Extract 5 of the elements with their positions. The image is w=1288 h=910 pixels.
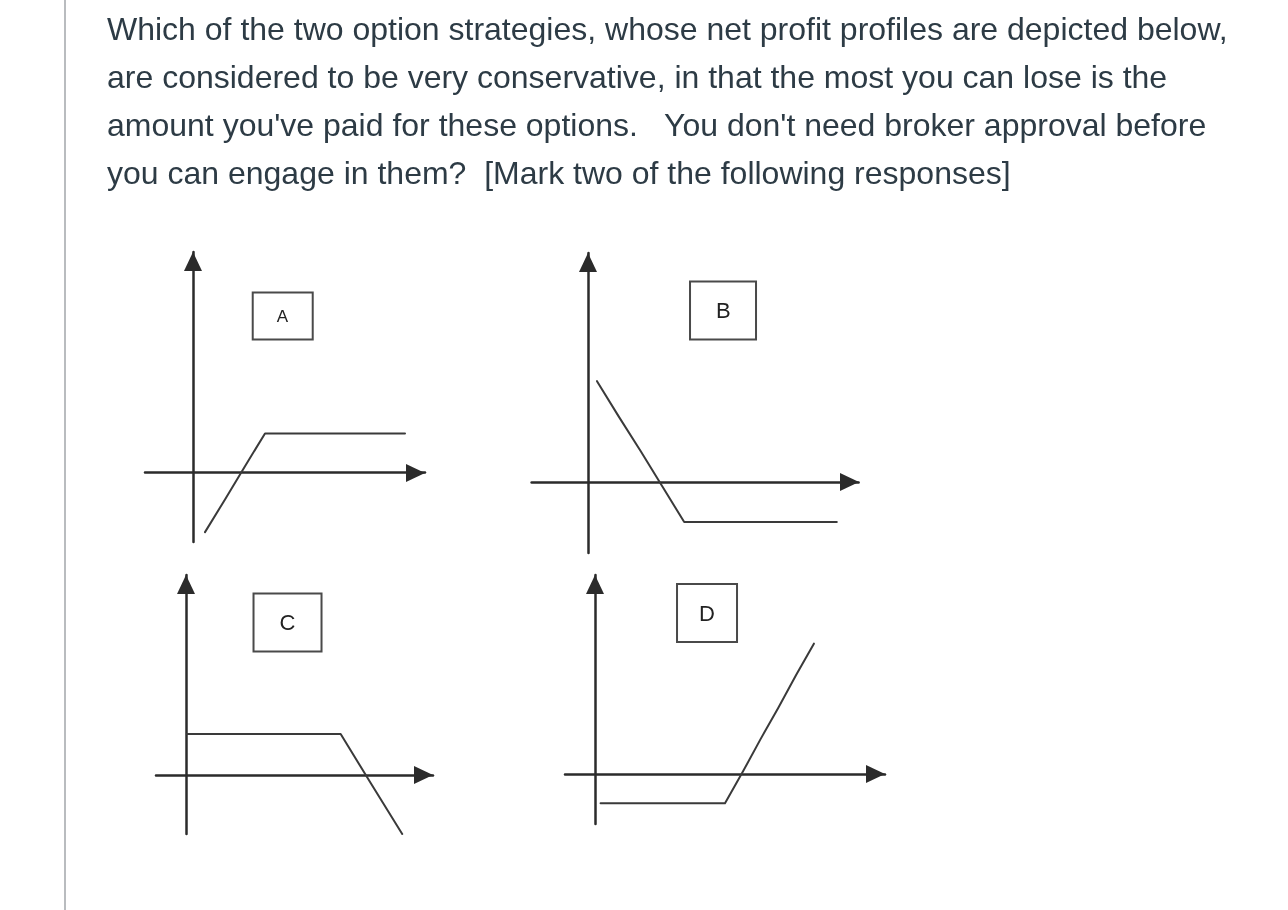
chart-title: A (276, 306, 289, 326)
chart-title: C (279, 610, 296, 635)
chart-title: D (699, 600, 715, 626)
chart-title: B (716, 298, 731, 323)
text: Which of the two option strategies, whose net profit profiles are depicted below, are considered to be very conservative, in that the most you can lose is the amount you've paid for these options. You don't need broker approval before you can engage in them? [Mark two of the following responses] (107, 10, 1229, 193)
